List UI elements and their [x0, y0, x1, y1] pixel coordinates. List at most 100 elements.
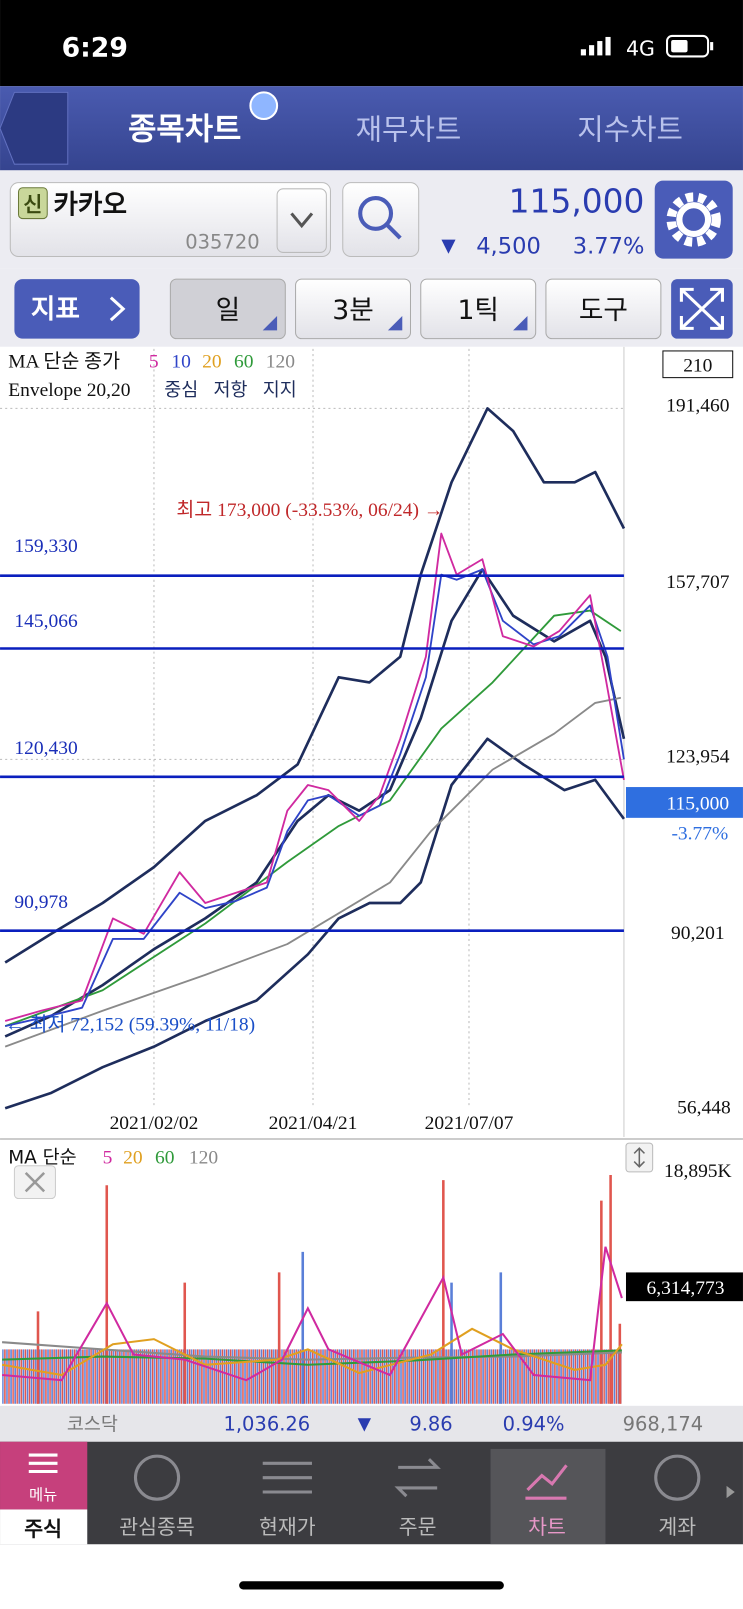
price-label: 90,201 — [671, 923, 725, 944]
toolbar-button[interactable] — [169, 278, 286, 340]
tab[interactable]: 종목차트 — [128, 112, 241, 148]
badge: 신 — [23, 192, 42, 216]
stock-box[interactable] — [9, 182, 331, 258]
price-axis: 191,460 157,707 123,954 90,201 56,448 — [666, 395, 731, 1118]
envelope-part: 저항 — [213, 380, 247, 401]
ma-period: 20 — [202, 351, 221, 372]
current-price: 115,000 — [667, 794, 730, 815]
level-label: 159,330 — [14, 536, 77, 557]
date-label: 2021/04/21 — [269, 1113, 358, 1134]
volume-current: 6,314,773 — [647, 1278, 725, 1299]
menu-button[interactable] — [0, 1441, 88, 1510]
date-axis: 2021/02/02 2021/04/21 2021/07/07 — [110, 1113, 514, 1134]
chevron — [109, 296, 126, 322]
toolbar-label: 3분 — [332, 295, 373, 326]
tab-icon — [249, 91, 279, 121]
tab[interactable]: 재무차트 — [356, 113, 462, 147]
volume-bars — [2, 1349, 622, 1404]
moving-averages — [4, 532, 625, 1048]
level-lines — [0, 574, 624, 932]
level-label: 145,066 — [14, 611, 78, 632]
envelope-part: 지지 — [263, 380, 297, 401]
back-button[interactable] — [0, 91, 69, 165]
settings-button[interactable] — [654, 180, 733, 259]
status-bar — [0, 0, 743, 87]
envelope-label: Envelope 20,20 — [8, 380, 130, 401]
toolbar-button[interactable] — [420, 278, 537, 340]
period-value: 210 — [683, 355, 712, 376]
home-area — [0, 1544, 743, 1609]
indicator-label: 지표 — [31, 294, 80, 325]
home-indicator — [239, 1581, 504, 1590]
close-icon — [24, 1171, 46, 1193]
badge-bg — [17, 187, 48, 220]
gear-icon — [666, 192, 721, 247]
resize-icon — [633, 1147, 645, 1168]
nav-selected — [490, 1448, 606, 1545]
change-pct: 3.77% — [573, 233, 645, 259]
high-note: 최고 173,000 (-33.53%, 06/24) → — [176, 499, 443, 521]
nav-label[interactable]: 계좌 — [658, 1515, 696, 1539]
signal-icon — [580, 36, 611, 56]
index-value: 1,036.26 — [223, 1412, 310, 1435]
tab[interactable]: 지수차트 — [577, 113, 683, 147]
volume-ma-period: 5 — [103, 1148, 113, 1169]
price-label: 56,448 — [677, 1097, 731, 1118]
nav-more[interactable] — [726, 1485, 735, 1499]
low-note: ← 최저 72,152 (59.39%, 11/18) — [5, 1013, 255, 1035]
level-label: 120,430 — [14, 738, 77, 759]
stock-code: 035720 — [185, 230, 259, 253]
volume-current-box — [625, 1272, 743, 1302]
nav-icons — [133, 1454, 701, 1501]
price: 115,000 — [509, 182, 645, 220]
dropdown-icon — [290, 212, 314, 229]
nav-label[interactable]: 차트 — [528, 1515, 566, 1539]
toolbar-button[interactable] — [295, 278, 412, 340]
volume-ma-period: 120 — [189, 1148, 218, 1169]
level-label: 90,978 — [14, 892, 68, 913]
toolbar-label: 일 — [216, 295, 241, 326]
nav-item-bg[interactable] — [0, 1509, 88, 1545]
period-box — [662, 350, 734, 379]
level-labels: 159,330 145,066 120,430 90,978 — [14, 536, 78, 913]
index-pct: 0.94% — [503, 1412, 565, 1435]
price-label: 191,460 — [666, 395, 729, 416]
nav-label[interactable]: 현재가 — [259, 1515, 316, 1539]
nav-bar — [0, 1441, 743, 1545]
index-name: 코스닥 — [67, 1414, 118, 1435]
ma-label: MA 단순 종가 — [8, 350, 120, 372]
dropdown[interactable] — [276, 188, 327, 253]
envelope-part: 중심 — [164, 380, 198, 401]
battery-icon — [666, 34, 714, 58]
nav-label[interactable]: 관심종목 — [119, 1515, 195, 1539]
chart-grid — [0, 348, 624, 1109]
ma-period: 5 — [149, 351, 159, 372]
nav-label[interactable]: 주문 — [399, 1515, 437, 1539]
volume-legend: MA 단순 5 20 60 120 — [8, 1148, 218, 1169]
change: 4,500 — [476, 233, 541, 259]
current-change: -3.77% — [671, 823, 728, 844]
volume-averages — [1, 1246, 623, 1382]
volume-max: 18,895K — [664, 1161, 732, 1182]
price-chart — [0, 346, 743, 1137]
indicator-button[interactable] — [14, 279, 140, 339]
index-volume: 968,174 — [623, 1412, 704, 1435]
index-arrow: ▼ — [358, 1414, 372, 1434]
search-button[interactable] — [342, 182, 420, 258]
toolbar-label: 도구 — [579, 295, 628, 326]
change-arrow: ▼ — [441, 235, 456, 256]
index-change: 9.86 — [409, 1412, 452, 1435]
menu-label: 메뉴 — [29, 1486, 57, 1504]
price-label: 123,954 — [666, 746, 730, 767]
toolbar-button[interactable] — [545, 278, 662, 340]
volume-ma-period: 20 — [123, 1148, 142, 1169]
expand-icon — [679, 287, 724, 330]
index-bar — [0, 1405, 743, 1442]
date-label: 2021/02/02 — [110, 1113, 199, 1134]
ma-period: 120 — [266, 351, 295, 372]
toolbar-label: 1틱 — [457, 295, 498, 326]
chart-legend: MA 단순 종가 5 10 20 60 120 Envelope 20,20 중… — [8, 350, 296, 401]
